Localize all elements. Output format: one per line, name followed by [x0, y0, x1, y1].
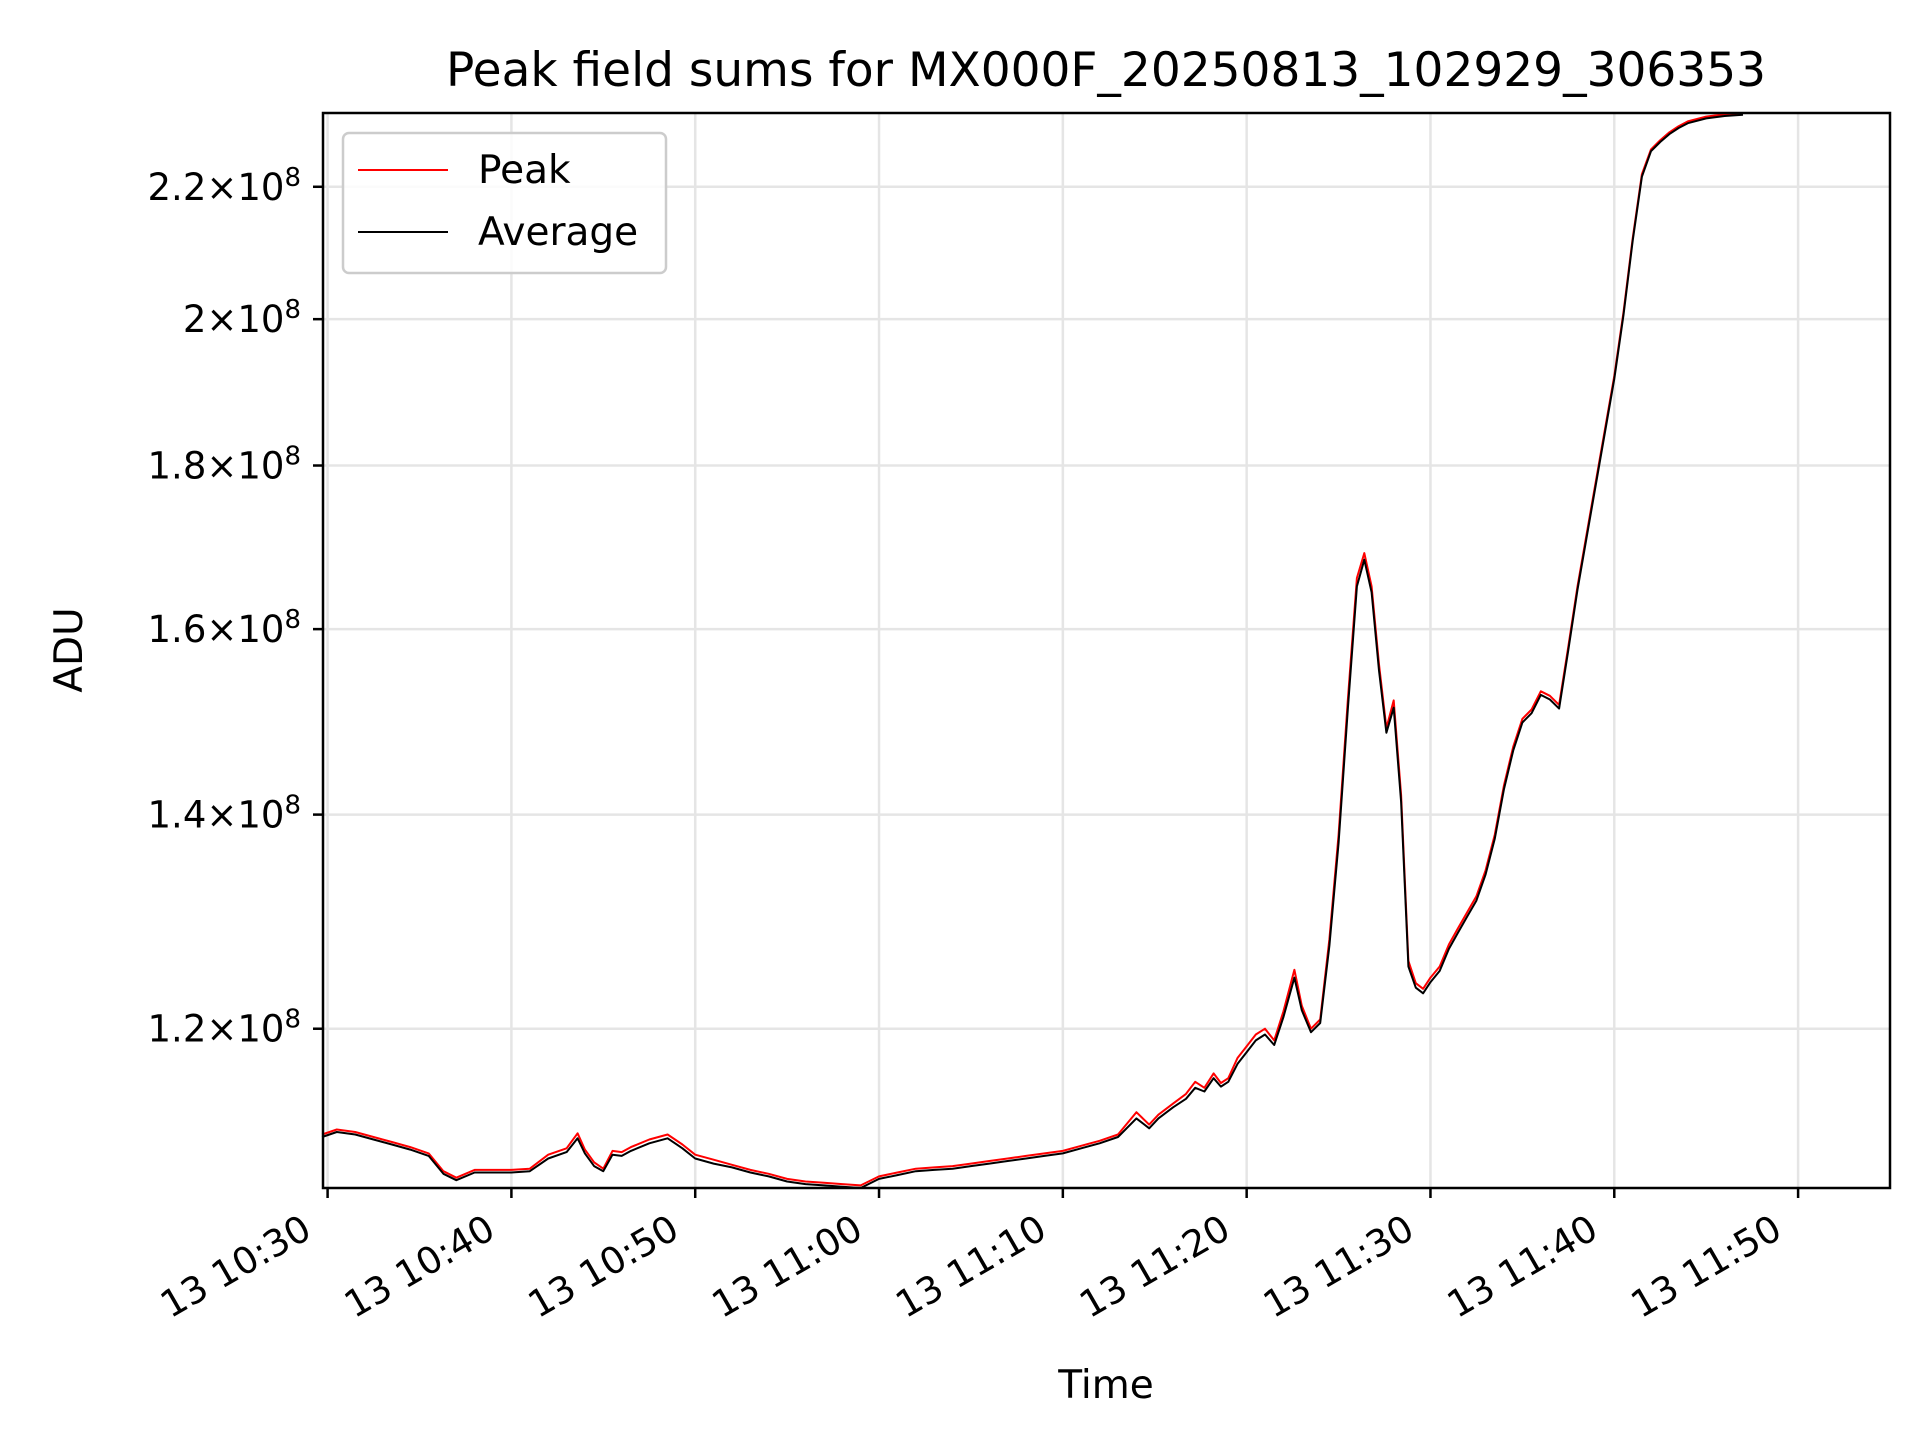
y-tick-label: 2×108 — [183, 295, 301, 341]
x-axis-label: Time — [1057, 1363, 1153, 1408]
y-tick-label: 1.6×108 — [148, 605, 301, 651]
series-line-peak — [321, 112, 1744, 1187]
y-tick-label: 1.2×108 — [148, 1005, 301, 1051]
grid-lines — [323, 113, 1890, 1188]
legend: Peak Average — [341, 131, 668, 275]
legend-label-average: Average — [478, 210, 638, 255]
series-line-average — [321, 113, 1744, 1189]
y-tick-label: 2.2×108 — [148, 163, 301, 209]
y-tick-label: 1.8×108 — [148, 442, 301, 488]
y-tick-label: 1.4×108 — [148, 791, 301, 837]
y-axis-label: ADU — [47, 607, 92, 692]
series-layer — [321, 112, 1744, 1189]
legend-label-peak: Peak — [478, 148, 571, 193]
plot-frame — [321, 111, 1892, 1190]
legend-box — [341, 131, 668, 275]
chart-title: Peak field sums for MX000F_20250813_1029… — [446, 43, 1766, 98]
y-axis-ticks: 1.2×108 1.4×108 1.6×108 1.8×108 2×108 2.2×108 — [148, 163, 323, 1051]
